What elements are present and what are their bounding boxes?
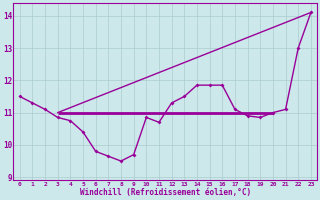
- X-axis label: Windchill (Refroidissement éolien,°C): Windchill (Refroidissement éolien,°C): [80, 188, 251, 197]
